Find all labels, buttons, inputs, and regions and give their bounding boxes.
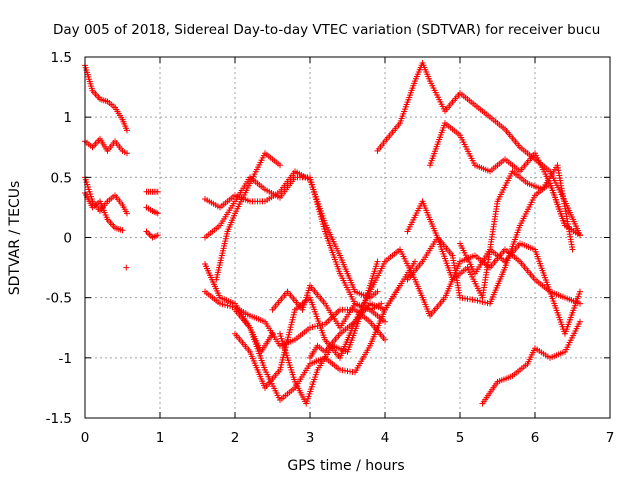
data-point [285, 334, 292, 341]
data-point [283, 339, 290, 346]
data-point [154, 188, 161, 195]
data-point [374, 288, 381, 295]
series-15 [269, 282, 388, 331]
data-point [124, 127, 130, 134]
data-point [286, 329, 293, 336]
y-tick-label: -1.5 [46, 411, 72, 427]
x-axis-label: GPS time / hours [287, 458, 404, 474]
data-point [154, 232, 161, 239]
data-point [269, 330, 276, 337]
x-tick-label: 1 [156, 430, 165, 446]
data-marks [82, 60, 583, 407]
data-point [285, 331, 292, 338]
grid [85, 57, 610, 418]
series-22 [479, 318, 583, 407]
series-20 [404, 180, 583, 307]
y-axis-label: SDTVAR / TECUs [7, 181, 23, 296]
series-0 [82, 62, 130, 134]
series-3 [82, 189, 126, 234]
data-point [280, 354, 287, 361]
data-point [569, 246, 576, 253]
data-point [374, 258, 381, 265]
series-7 [143, 228, 161, 241]
y-tick-label: 0.5 [51, 170, 72, 186]
data-point [577, 318, 583, 325]
series-23 [457, 240, 583, 337]
data-point [577, 232, 583, 239]
data-point [277, 162, 283, 169]
data-point [278, 361, 285, 368]
x-tick-label: 2 [231, 430, 240, 446]
data-point [288, 321, 295, 328]
series-4 [123, 264, 130, 271]
chart-title: Day 005 of 2018, Sidereal Day-to-day VTE… [53, 22, 600, 38]
data-point [290, 311, 297, 318]
y-tick-label: -1 [59, 351, 72, 367]
series-21 [404, 162, 576, 301]
data-point [287, 326, 293, 333]
data-point [278, 359, 285, 366]
axis-ticks: 0 1 2 3 4 5 6 7 -1.5 -1 -0.5 0 0.5 1 1.5 [46, 50, 615, 446]
data-point [290, 314, 297, 321]
series-12 [213, 150, 283, 283]
data-point [291, 309, 298, 316]
data-point [284, 336, 291, 343]
y-tick-label: 1.5 [51, 50, 72, 66]
series-6 [143, 204, 161, 217]
data-point [577, 288, 583, 295]
data-point [288, 319, 295, 326]
x-tick-label: 7 [606, 430, 615, 446]
data-point [279, 356, 286, 363]
data-point [124, 150, 130, 157]
data-point [382, 336, 388, 343]
y-tick-label: -0.5 [46, 291, 72, 307]
y-tick-label: 0 [63, 231, 72, 247]
data-point [382, 318, 388, 325]
series-5 [143, 188, 161, 195]
series-1 [82, 135, 130, 157]
data-point [124, 210, 130, 217]
data-point [412, 258, 418, 265]
data-point [154, 210, 161, 217]
x-tick-label: 5 [456, 430, 465, 446]
series-9 [202, 174, 385, 313]
data-point [287, 324, 294, 331]
x-tick-label: 4 [381, 430, 390, 446]
data-point [277, 366, 283, 373]
data-point [119, 227, 126, 234]
y-tick-label: 1 [63, 110, 72, 126]
x-tick-label: 3 [306, 430, 315, 446]
data-point [277, 364, 284, 371]
series-18 [374, 60, 583, 239]
x-tick-label: 0 [81, 430, 90, 446]
x-tick-label: 6 [531, 430, 540, 446]
data-point [289, 316, 296, 323]
series-2 [82, 174, 130, 217]
data-point [378, 300, 385, 307]
data-point [123, 264, 130, 271]
